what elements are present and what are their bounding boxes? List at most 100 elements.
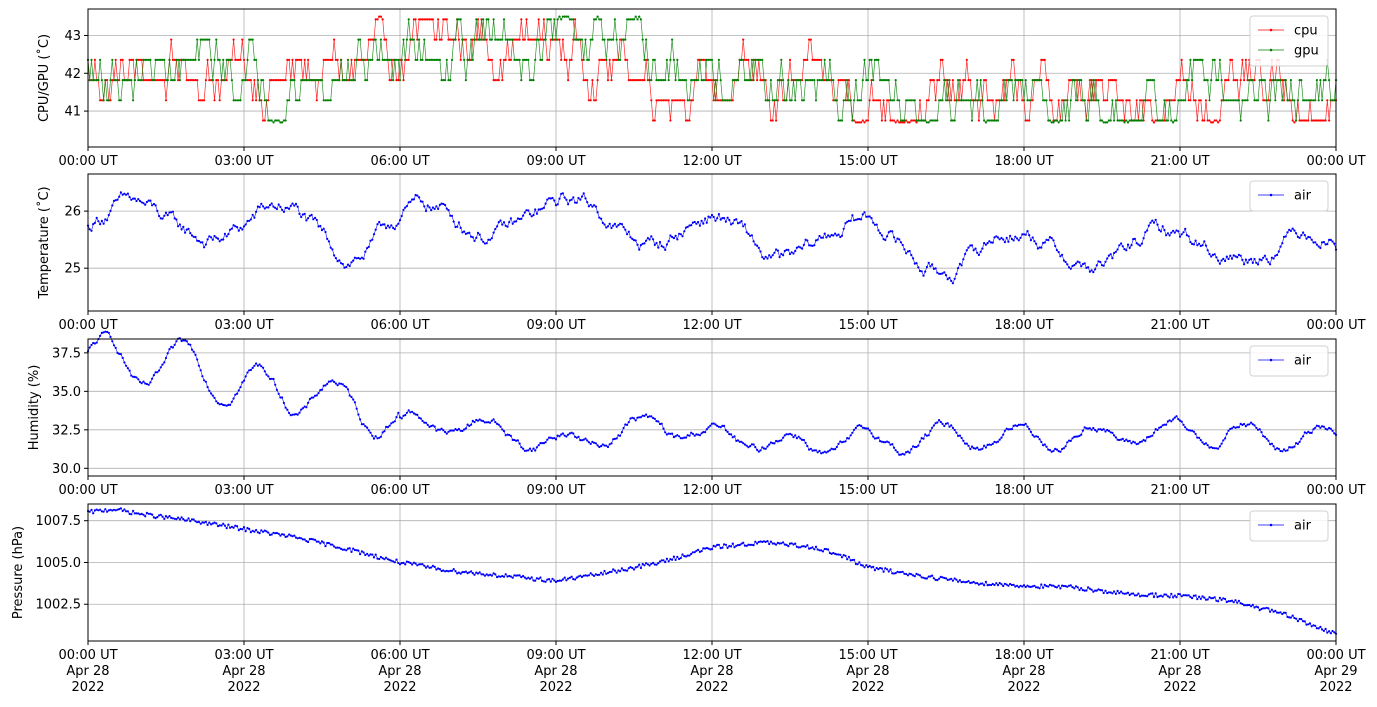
data-point — [132, 99, 135, 102]
data-point — [404, 563, 407, 566]
data-point — [865, 79, 868, 82]
data-point — [516, 217, 520, 220]
data-point — [1057, 251, 1060, 254]
data-point — [216, 237, 220, 240]
data-point — [178, 223, 181, 226]
data-point — [780, 439, 783, 442]
data-point — [138, 79, 142, 82]
data-point — [839, 235, 842, 239]
data-point — [988, 583, 991, 587]
data-point — [903, 121, 906, 124]
data-point — [1099, 79, 1102, 82]
data-point — [1107, 119, 1110, 122]
data-point — [1321, 99, 1324, 102]
data-point — [180, 516, 183, 519]
data-point — [1003, 241, 1007, 244]
data-point — [641, 79, 644, 82]
data-point — [1317, 627, 1320, 630]
data-point — [671, 235, 674, 239]
data-point — [1064, 260, 1067, 264]
data-point — [939, 99, 942, 102]
data-point — [892, 99, 896, 102]
data-point — [270, 533, 273, 536]
data-point — [1276, 253, 1279, 257]
x-tick-label: Apr 28 — [1158, 664, 1201, 679]
data-point — [270, 202, 273, 205]
data-point — [776, 440, 780, 443]
data-point — [679, 233, 682, 236]
data-point — [719, 99, 722, 102]
data-point — [1050, 99, 1053, 102]
data-point — [1125, 249, 1128, 252]
data-point — [518, 574, 521, 577]
data-point — [1073, 435, 1076, 438]
data-point — [617, 224, 620, 227]
data-point — [461, 429, 464, 433]
data-point — [813, 449, 816, 452]
data-point — [372, 38, 376, 41]
data-point — [691, 221, 695, 224]
data-point — [558, 435, 561, 438]
legend: air — [1249, 510, 1329, 542]
data-point — [397, 561, 400, 565]
legend-marker — [1269, 523, 1273, 527]
data-point — [294, 99, 298, 102]
data-point — [993, 119, 996, 122]
data-point — [1300, 437, 1303, 440]
data-point — [750, 58, 754, 62]
data-point — [560, 579, 563, 582]
data-point — [951, 426, 955, 429]
data-point — [1074, 585, 1078, 588]
data-point — [1026, 584, 1029, 587]
data-point — [1076, 586, 1079, 589]
data-point — [1055, 119, 1058, 122]
data-point — [1005, 427, 1008, 430]
data-point — [92, 512, 95, 515]
data-point — [1069, 584, 1072, 587]
data-point — [196, 358, 199, 361]
data-point — [142, 380, 145, 383]
data-point — [114, 509, 117, 512]
data-point — [631, 416, 634, 419]
data-point — [315, 540, 318, 543]
data-point — [747, 79, 750, 82]
data-point — [282, 533, 285, 536]
data-point — [398, 79, 402, 82]
data-point — [1024, 585, 1027, 589]
data-point — [216, 525, 220, 528]
data-point — [717, 543, 721, 546]
data-point — [964, 442, 967, 445]
data-point — [1218, 596, 1221, 599]
data-point — [1016, 424, 1019, 428]
data-point — [527, 58, 530, 62]
data-point — [981, 99, 984, 102]
data-point — [986, 242, 989, 245]
data-point — [431, 58, 434, 62]
data-point — [322, 384, 325, 387]
data-point — [483, 574, 486, 577]
data-point — [440, 427, 443, 430]
data-point — [860, 564, 863, 567]
data-point — [1116, 119, 1119, 122]
data-point — [210, 79, 213, 82]
data-point — [1087, 266, 1090, 269]
data-point — [1166, 119, 1169, 122]
data-point — [1043, 241, 1046, 244]
data-point — [645, 239, 648, 242]
data-point — [672, 58, 676, 62]
data-point — [584, 79, 587, 82]
data-point — [502, 575, 506, 578]
data-point — [1048, 449, 1052, 452]
data-point — [820, 58, 823, 62]
data-point — [1204, 79, 1208, 82]
data-point — [629, 18, 632, 21]
data-point — [1244, 58, 1247, 62]
data-point — [1262, 79, 1265, 82]
data-point — [892, 572, 896, 575]
data-point — [156, 79, 159, 82]
data-point — [116, 351, 119, 354]
data-point — [924, 270, 927, 273]
data-point — [1289, 229, 1292, 232]
data-point — [444, 18, 447, 21]
